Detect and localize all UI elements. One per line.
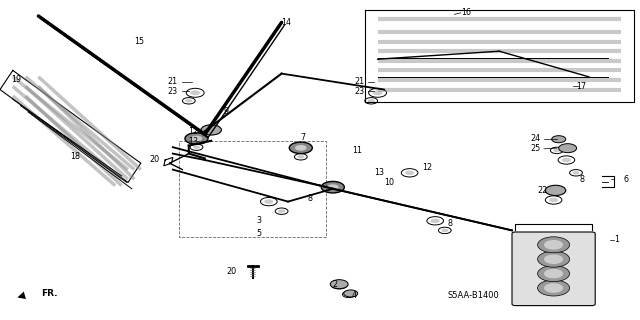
Text: FR.: FR. (42, 289, 58, 298)
Text: 2: 2 (333, 280, 338, 289)
Text: 20: 20 (227, 268, 237, 276)
Text: 24: 24 (531, 134, 541, 143)
Text: 16: 16 (461, 8, 471, 17)
Text: 8: 8 (579, 175, 584, 184)
Circle shape (192, 135, 201, 140)
Circle shape (544, 269, 563, 278)
Text: S5AA-B1400: S5AA-B1400 (448, 292, 500, 300)
Circle shape (289, 142, 312, 154)
Circle shape (538, 251, 570, 267)
Text: 8: 8 (307, 194, 312, 203)
Circle shape (544, 240, 563, 250)
Circle shape (545, 185, 566, 196)
Circle shape (330, 280, 348, 289)
Text: 20: 20 (150, 156, 160, 164)
Text: 25: 25 (531, 144, 541, 153)
Circle shape (328, 183, 337, 188)
Circle shape (559, 144, 577, 153)
Text: 14: 14 (282, 18, 292, 27)
Circle shape (538, 237, 570, 253)
Circle shape (538, 266, 570, 282)
Circle shape (186, 99, 192, 102)
Text: 11: 11 (352, 146, 362, 155)
Circle shape (562, 158, 571, 162)
Text: 23: 23 (355, 87, 365, 96)
Text: 5: 5 (256, 229, 261, 238)
Text: 18: 18 (70, 152, 81, 161)
Text: 12: 12 (188, 127, 198, 136)
Circle shape (191, 136, 202, 141)
Circle shape (442, 228, 448, 232)
Circle shape (346, 292, 352, 296)
Circle shape (295, 145, 307, 151)
Text: 6: 6 (624, 175, 629, 184)
Circle shape (372, 90, 383, 95)
Circle shape (297, 155, 304, 158)
Circle shape (344, 290, 358, 297)
Circle shape (544, 254, 563, 264)
Circle shape (538, 280, 570, 296)
Circle shape (431, 219, 440, 223)
Text: 15: 15 (134, 37, 145, 46)
Circle shape (367, 99, 375, 102)
Circle shape (193, 145, 200, 149)
Text: 13: 13 (374, 168, 384, 177)
Text: 1: 1 (614, 236, 620, 244)
Circle shape (544, 283, 563, 293)
Circle shape (201, 125, 221, 135)
Text: 8: 8 (448, 220, 453, 228)
Text: 21: 21 (168, 77, 178, 86)
Text: 4: 4 (352, 291, 357, 300)
Text: 9: 9 (224, 108, 229, 116)
FancyBboxPatch shape (512, 232, 595, 306)
Text: 10: 10 (384, 178, 394, 187)
Circle shape (278, 209, 285, 213)
Circle shape (335, 283, 344, 287)
Text: 13: 13 (188, 137, 198, 146)
Text: 21: 21 (355, 77, 365, 86)
Text: 17: 17 (576, 82, 586, 91)
Text: 12: 12 (422, 163, 433, 172)
Circle shape (549, 198, 558, 202)
Circle shape (553, 148, 561, 152)
Circle shape (185, 133, 208, 144)
Circle shape (190, 90, 200, 95)
Text: 7: 7 (301, 133, 306, 142)
Circle shape (405, 171, 414, 175)
Text: 22: 22 (537, 186, 547, 195)
Circle shape (552, 136, 566, 143)
Text: 19: 19 (12, 76, 22, 84)
Text: 23: 23 (168, 87, 178, 96)
Circle shape (321, 181, 344, 193)
Circle shape (573, 171, 580, 174)
Text: 3: 3 (256, 216, 261, 225)
Circle shape (264, 199, 273, 204)
Circle shape (327, 184, 339, 190)
Circle shape (296, 145, 305, 149)
